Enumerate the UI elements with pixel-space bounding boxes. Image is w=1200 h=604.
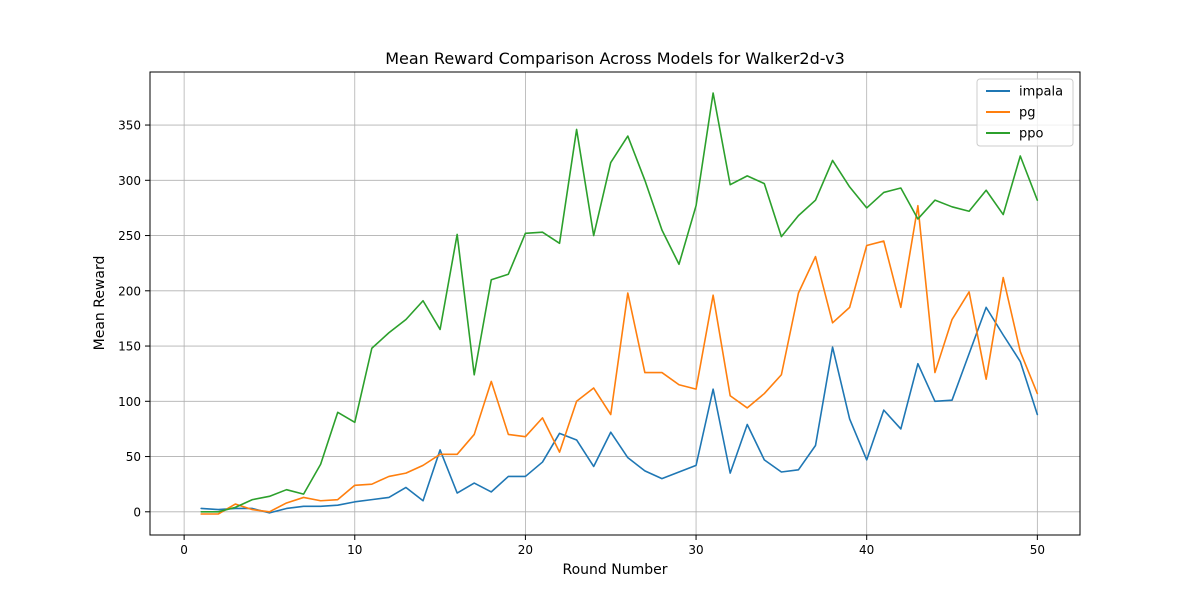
y-axis-ticks: 0 50 100 150 200 250 300 350 (118, 119, 150, 519)
x-tick-label: 50 (1030, 543, 1045, 557)
y-tick-label: 200 (118, 284, 141, 298)
y-tick-label: 150 (118, 340, 141, 354)
legend-label-ppo: ppo (1019, 127, 1044, 142)
x-tick-label: 0 (180, 543, 188, 557)
x-tick-label: 20 (518, 543, 533, 557)
x-axis-label: Round Number (563, 562, 668, 578)
plot-frame (149, 71, 1081, 536)
legend-label-impala: impala (1019, 85, 1063, 100)
grid (150, 72, 1080, 535)
y-tick-label: 250 (118, 229, 141, 243)
y-tick-label: 350 (118, 119, 141, 133)
y-tick-label: 50 (126, 450, 141, 464)
x-tick-label: 10 (347, 543, 362, 557)
x-axis-ticks: 0 10 20 30 40 50 (180, 535, 1045, 557)
chart-title: Mean Reward Comparison Across Models for… (385, 49, 845, 68)
legend-label-pg: pg (1019, 106, 1036, 121)
x-tick-label: 40 (859, 543, 874, 557)
y-axis-label: Mean Reward (92, 256, 108, 351)
series-lines (200, 92, 1039, 515)
series-line-impala (200, 306, 1039, 514)
y-tick-label: 300 (118, 174, 141, 188)
legend: impala pg ppo (976, 78, 1074, 147)
x-tick-label: 30 (688, 543, 703, 557)
legend-box (976, 78, 1074, 147)
y-tick-label: 0 (133, 505, 141, 519)
y-tick-label: 100 (118, 395, 141, 409)
series-line-ppo (200, 92, 1039, 513)
series-line-pg (200, 204, 1039, 515)
